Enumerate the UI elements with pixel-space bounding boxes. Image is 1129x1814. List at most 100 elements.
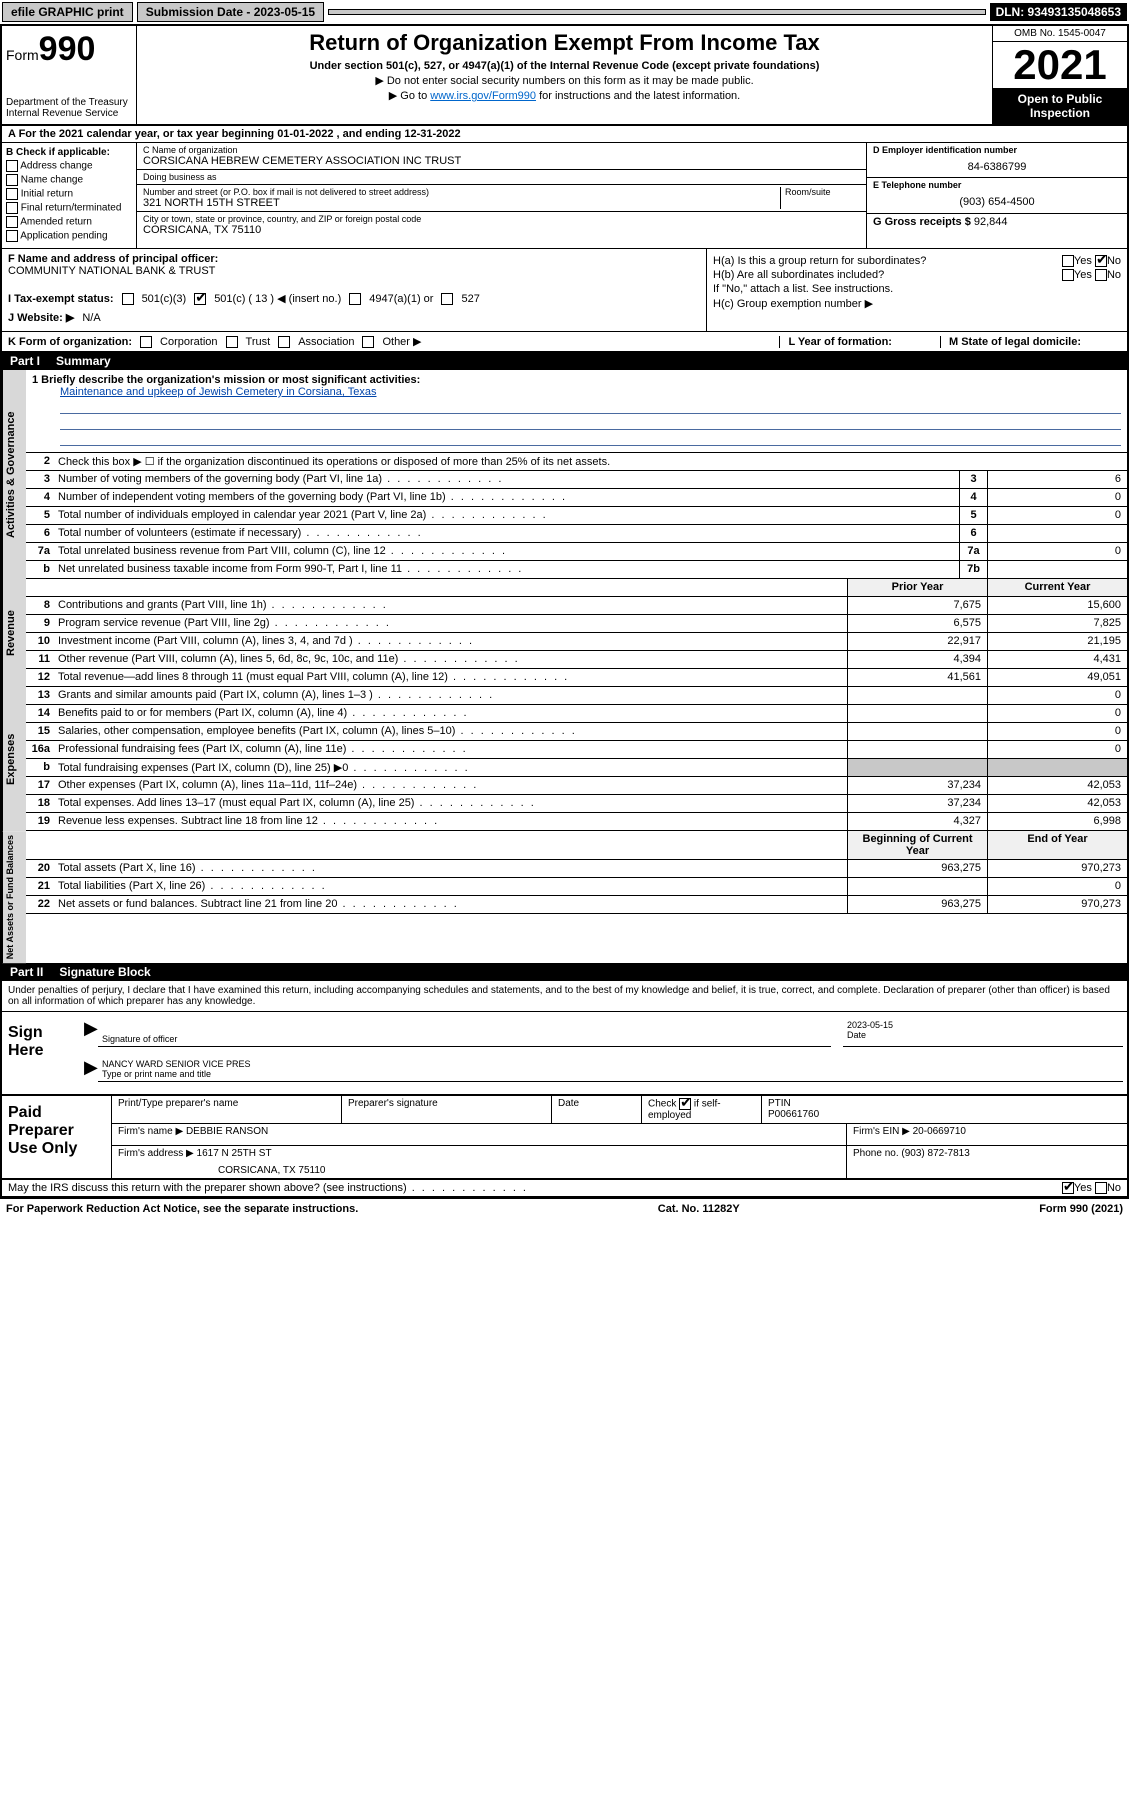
chk-501c[interactable] — [194, 293, 206, 305]
table-row: 12Total revenue—add lines 8 through 11 (… — [26, 669, 1127, 687]
irs-link[interactable]: www.irs.gov/Form990 — [430, 90, 536, 102]
org-name: CORSICANA HEBREW CEMETERY ASSOCIATION IN… — [143, 155, 860, 167]
firm-phone-value: (903) 872-7813 — [901, 1148, 969, 1159]
inspection-label: Open to Public Inspection — [993, 88, 1127, 124]
curr-val: 0 — [987, 878, 1127, 895]
note2-pre: ▶ Go to — [389, 90, 430, 102]
prior-val — [847, 878, 987, 895]
chk-corp[interactable] — [140, 336, 152, 348]
line-3: 3Number of voting members of the governi… — [26, 471, 1127, 489]
preparer-section: Paid Preparer Use Only Print/Type prepar… — [2, 1096, 1127, 1180]
phone-value: (903) 654-4500 — [873, 196, 1121, 208]
part1-label: Part I — [10, 354, 40, 368]
mission-block: 1 Briefly describe the organization's mi… — [26, 370, 1127, 453]
revenue-section: Revenue Prior YearCurrent Year 8Contribu… — [2, 579, 1127, 687]
chk-final-return[interactable]: Final return/terminated — [6, 202, 132, 214]
sig-officer-label: Signature of officer — [102, 1034, 177, 1044]
hc-line: H(c) Group exemption number ▶ — [713, 297, 1121, 310]
form-number: Form990 — [6, 30, 132, 69]
ptin-value: P00661760 — [768, 1109, 1121, 1120]
form-ref: Form 990 (2021) — [1039, 1203, 1123, 1215]
opt-527: 527 — [461, 293, 479, 305]
chk-app-pending[interactable]: Application pending — [6, 230, 132, 242]
curr-val: 42,053 — [987, 777, 1127, 794]
chk-hb-no[interactable] — [1095, 269, 1107, 281]
prior-val — [847, 705, 987, 722]
sig-date-value: 2023-05-15 — [847, 1020, 1119, 1030]
curr-val — [987, 759, 1127, 776]
col-b-checkboxes: B Check if applicable: Address change Na… — [2, 143, 137, 248]
table-row: 18Total expenses. Add lines 13–17 (must … — [26, 795, 1127, 813]
end-year-header: End of Year — [987, 831, 1127, 859]
chk-527[interactable] — [441, 293, 453, 305]
chk-self-employed[interactable] — [679, 1098, 691, 1110]
sig-date-label: Date — [847, 1030, 866, 1040]
officer-label: F Name and address of principal officer: — [8, 253, 700, 265]
org-name-label: C Name of organization — [143, 145, 860, 155]
ein-cell: D Employer identification number 84-6386… — [867, 143, 1127, 178]
prep-row-2: Firm's name ▶ DEBBIE RANSON Firm's EIN ▶… — [112, 1124, 1127, 1146]
chk-trust[interactable] — [226, 336, 238, 348]
chk-ha-yes[interactable] — [1062, 255, 1074, 267]
chk-initial-return[interactable]: Initial return — [6, 188, 132, 200]
firm-ein-value: 20-0669710 — [913, 1126, 966, 1137]
preparer-label: Paid Preparer Use Only — [2, 1096, 112, 1178]
efile-button[interactable]: efile GRAPHIC print — [2, 2, 133, 22]
hb-line: H(b) Are all subordinates included? Yes … — [713, 269, 1121, 281]
line-2: 2Check this box ▶ ☐ if the organization … — [26, 453, 1127, 471]
chk-discuss-yes[interactable] — [1062, 1182, 1074, 1194]
curr-val: 970,273 — [987, 860, 1127, 877]
sig-officer-field[interactable]: ▶ Signature of officer — [98, 1018, 831, 1047]
prior-val — [847, 759, 987, 776]
table-row: 11Other revenue (Part VIII, column (A), … — [26, 651, 1127, 669]
curr-val: 7,825 — [987, 615, 1127, 632]
chk-hb-yes[interactable] — [1062, 269, 1074, 281]
curr-val: 4,431 — [987, 651, 1127, 668]
city-cell: City or town, state or province, country… — [137, 212, 866, 238]
row-desc: Total revenue—add lines 8 through 11 (mu… — [54, 669, 847, 686]
curr-val: 42,053 — [987, 795, 1127, 812]
ein-value: 84-6386799 — [873, 161, 1121, 173]
section-bcd: B Check if applicable: Address change Na… — [2, 143, 1127, 249]
row-k-label: K Form of organization: — [8, 336, 132, 348]
ha-line: H(a) Is this a group return for subordin… — [713, 255, 1121, 267]
firm-name-label: Firm's name ▶ — [118, 1126, 183, 1137]
part2-label: Part II — [10, 965, 43, 979]
firm-addr-cell: Firm's address ▶ 1617 N 25TH ST CORSICAN… — [112, 1146, 847, 1178]
chk-ha-no[interactable] — [1095, 255, 1107, 267]
chk-4947[interactable] — [349, 293, 361, 305]
curr-val: 0 — [987, 741, 1127, 758]
city-label: City or town, state or province, country… — [143, 214, 860, 224]
phone-label: E Telephone number — [873, 180, 1121, 190]
chk-discuss-no[interactable] — [1095, 1182, 1107, 1194]
submission-date-button[interactable]: Submission Date - 2023-05-15 — [137, 2, 324, 22]
city-value: CORSICANA, TX 75110 — [143, 224, 860, 236]
chk-other[interactable] — [362, 336, 374, 348]
col-h: H(a) Is this a group return for subordin… — [707, 249, 1127, 331]
row-desc: Total liabilities (Part X, line 26) — [54, 878, 847, 895]
addr-value: 321 NORTH 15TH STREET — [143, 197, 780, 209]
opt-501c: 501(c) ( 13 ) ◀ (insert no.) — [214, 292, 341, 305]
chk-assoc[interactable] — [278, 336, 290, 348]
firm-ein-cell: Firm's EIN ▶ 20-0669710 — [847, 1124, 1127, 1145]
year-formation-label: L Year of formation: — [779, 336, 932, 348]
gross-cell: G Gross receipts $ 92,844 — [867, 214, 1127, 248]
netassets-header-row: Beginning of Current YearEnd of Year — [26, 831, 1127, 860]
sig-name-field: ▶ NANCY WARD SENIOR VICE PRES Type or pr… — [98, 1057, 1123, 1082]
bottom-line: For Paperwork Reduction Act Notice, see … — [0, 1199, 1129, 1219]
chk-name-change[interactable]: Name change — [6, 174, 132, 186]
phone-cell: E Telephone number (903) 654-4500 — [867, 178, 1127, 213]
prior-val — [847, 687, 987, 704]
vtab-expenses: Expenses — [2, 687, 26, 831]
chk-501c3[interactable] — [122, 293, 134, 305]
row-j: J Website: ▶ N/A — [8, 308, 700, 327]
chk-amended[interactable]: Amended return — [6, 216, 132, 228]
form-num: 990 — [39, 30, 96, 68]
row-desc: Other revenue (Part VIII, column (A), li… — [54, 651, 847, 668]
col-f: F Name and address of principal officer:… — [2, 249, 707, 331]
col-d: D Employer identification number 84-6386… — [867, 143, 1127, 248]
chk-address-change[interactable]: Address change — [6, 160, 132, 172]
col-c: C Name of organization CORSICANA HEBREW … — [137, 143, 1127, 248]
org-name-cell: C Name of organization CORSICANA HEBREW … — [137, 143, 866, 170]
opt-501c3: 501(c)(3) — [142, 293, 187, 305]
